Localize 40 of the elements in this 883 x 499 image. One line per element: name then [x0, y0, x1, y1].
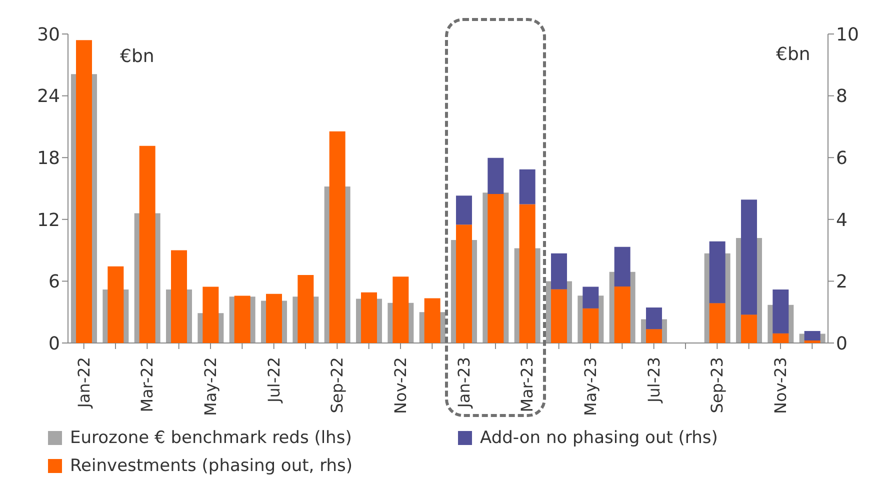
x-tick-label: Nov-22: [391, 357, 410, 414]
y-tick-label: 24: [37, 86, 60, 108]
x-tick-label: Mar-23: [518, 357, 537, 412]
legend-label: Reinvestments (phasing out, rhs): [70, 456, 353, 476]
y-axis-title: €bn: [120, 46, 154, 67]
x-tick-label: May-22: [201, 357, 220, 416]
bar: [772, 333, 789, 343]
y-tick-label: 18: [37, 148, 60, 169]
x-tick-label: May-23: [581, 357, 600, 416]
y2-axis-title: €bn: [776, 44, 810, 65]
y2-tick-label: 2: [836, 272, 848, 293]
x-tick-label: Jan-23: [454, 357, 474, 409]
bar: [741, 314, 757, 343]
legend-label: Eurozone € benchmark reds (lhs): [70, 428, 352, 448]
x-tick-label: Jul-22: [264, 357, 284, 404]
bar: [456, 196, 472, 225]
y-tick-label: 30: [37, 24, 60, 46]
x-tick-label: Sep-22: [328, 357, 347, 414]
bar: [709, 303, 726, 343]
y2-tick-label: 0: [836, 333, 848, 354]
bar: [614, 246, 630, 286]
y-tick-label: 0: [48, 333, 60, 354]
x-tick-label: Nov-23: [771, 357, 790, 414]
y-tick-label: 12: [37, 210, 60, 231]
y2-tick-label: 8: [836, 86, 848, 108]
bar: [582, 286, 599, 308]
x-tick-label: Sep-23: [708, 357, 727, 414]
bar: [488, 158, 504, 194]
x-tick-label: Mar-22: [138, 357, 157, 412]
x-tick-label: Jul-23: [644, 357, 664, 404]
y-tick-label: 6: [48, 272, 60, 293]
legend-label: Add-on no phasing out (rhs): [480, 428, 718, 448]
y2-tick-label: 4: [836, 210, 848, 231]
bar: [519, 169, 536, 204]
bar: [646, 329, 662, 343]
y2-tick-label: 10: [836, 24, 859, 46]
bar: [582, 308, 599, 343]
x-tick-label: Jan-22: [74, 357, 94, 409]
bar: [551, 253, 567, 290]
y2-tick-label: 6: [836, 148, 848, 169]
